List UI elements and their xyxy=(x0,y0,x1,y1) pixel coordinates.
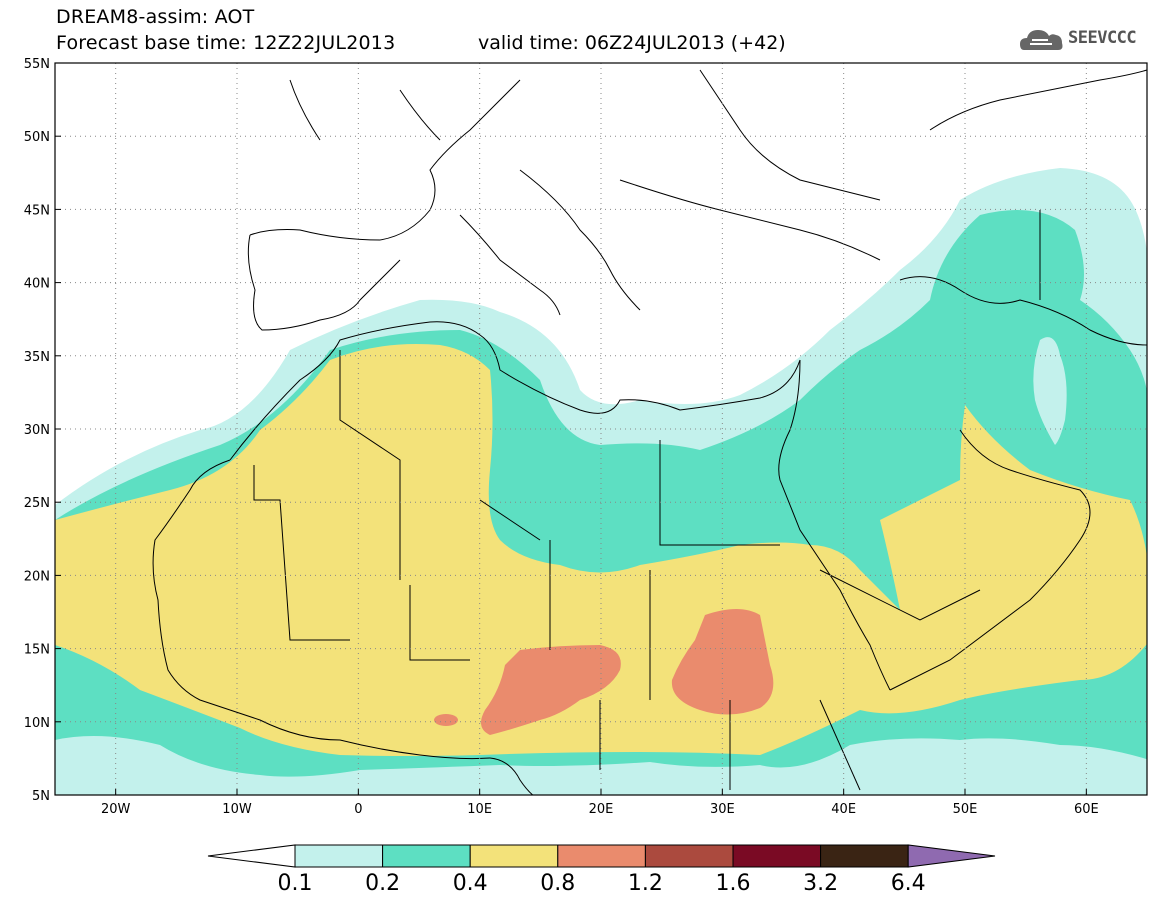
lon-tick-label: 30E xyxy=(710,802,735,817)
colorbar-high-arrow xyxy=(907,844,996,868)
aot-contour-0.8-chad xyxy=(481,645,621,735)
aot-clear-caspian xyxy=(1033,337,1067,445)
colorbar-bin xyxy=(732,844,822,868)
lat-tick-label: 20N xyxy=(24,569,50,584)
lat-tick-label: 40N xyxy=(24,277,50,292)
lat-tick-label: 25N xyxy=(24,496,50,511)
colorbar-bin xyxy=(644,844,734,868)
colorbar-label: 1.6 xyxy=(715,871,751,896)
aot-contour-0.4 xyxy=(55,344,1147,756)
colorbar-label: 0.2 xyxy=(365,871,401,896)
lon-tick-label: 10W xyxy=(222,802,252,817)
graticule xyxy=(55,63,1147,795)
colorbar-label: 0.4 xyxy=(452,871,488,896)
europe-coastline xyxy=(247,69,1147,331)
lat-tick-label: 50N xyxy=(24,130,50,145)
lon-tick-label: 20W xyxy=(101,802,131,817)
lat-tick-label: 5N xyxy=(32,789,50,804)
colorbar-bin xyxy=(820,844,909,868)
forecast-valid-time: valid time: 06Z24JUL2013 (+42) xyxy=(478,32,786,54)
lon-tick-label: 40E xyxy=(831,802,856,817)
aot-contour-0.8-nigeria xyxy=(434,714,458,726)
colorbar-label: 0.1 xyxy=(277,871,313,896)
map-title: DREAM8-assim: AOT xyxy=(56,6,255,28)
lat-tick-label: 15N xyxy=(24,643,50,658)
colorbar-bin xyxy=(382,844,471,868)
lat-tick-label: 45N xyxy=(24,203,50,218)
colorbar-bin xyxy=(294,844,384,868)
country-borders xyxy=(152,210,1147,795)
colorbar-label: 3.2 xyxy=(803,871,839,896)
lon-tick-label: 60E xyxy=(1074,802,1099,817)
colorbar-bin xyxy=(469,844,559,868)
colorbar-label: 6.4 xyxy=(890,871,926,896)
colorbar-label: 0.8 xyxy=(540,871,576,896)
lat-tick-label: 30N xyxy=(24,423,50,438)
colorbar-bin xyxy=(557,844,646,868)
forecast-base-time: Forecast base time: 12Z22JUL2013 xyxy=(56,32,396,54)
lon-tick-label: 50E xyxy=(953,802,978,817)
colorbar-label: 1.2 xyxy=(627,871,663,896)
lon-tick-label: 0 xyxy=(354,802,362,817)
latitude-labels: 55N 50N 45N 40N 35N 30N 25N 20N 15N 10N 5N xyxy=(24,57,61,804)
lon-tick-label: 20E xyxy=(589,802,614,817)
longitude-labels: 20W 10W 0 10E 20E 30E 40E 50E 60E xyxy=(101,789,1099,817)
lon-tick-label: 10E xyxy=(467,802,492,817)
aot-field xyxy=(55,63,1147,795)
lat-tick-label: 55N xyxy=(24,57,50,72)
colorbar xyxy=(207,844,996,868)
colorbar-low-arrow xyxy=(207,844,296,868)
lat-tick-label: 10N xyxy=(24,716,50,731)
aot-contour-0.8-sudan xyxy=(671,609,774,715)
cloud-logo-icon xyxy=(1020,30,1063,50)
logo-text: SEEVCCC xyxy=(1068,28,1137,48)
lat-tick-label: 35N xyxy=(24,350,50,365)
